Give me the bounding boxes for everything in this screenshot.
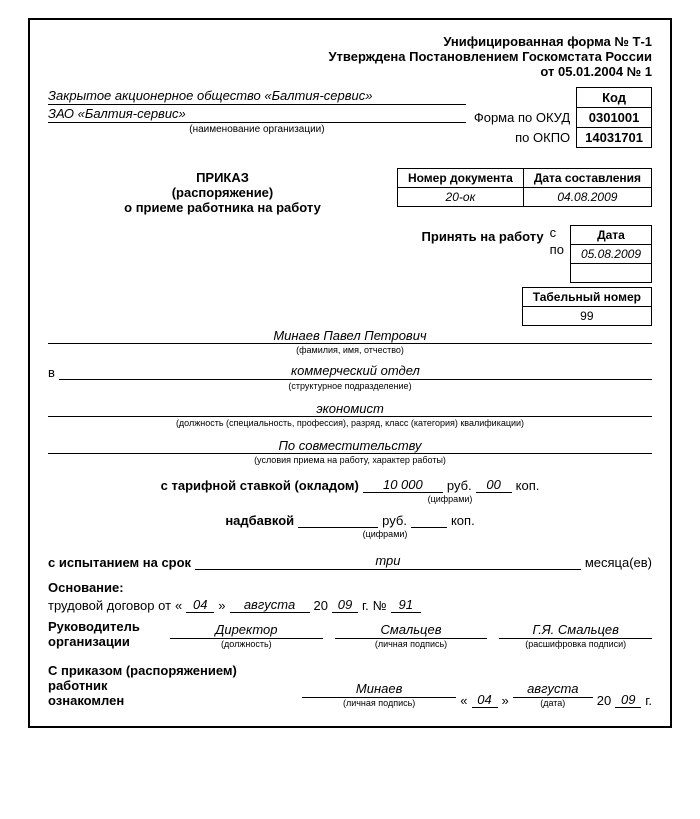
basis-month: августа <box>230 597 310 613</box>
conditions-cap: (условия приема на работу, характер рабо… <box>48 455 652 465</box>
kop2: коп. <box>451 513 475 528</box>
header-line2: Утверждена Постановлением Госкомстата Ро… <box>48 49 652 64</box>
addon-kop <box>411 512 447 528</box>
q1: « <box>175 598 182 613</box>
ack-month: августа <box>513 681 593 698</box>
ack-day: 04 <box>472 692 498 708</box>
doc-sub2: о приеме работника на работу <box>48 200 397 215</box>
header-line3: от 05.01.2004 № 1 <box>48 64 652 79</box>
basis-g: г. <box>362 598 369 613</box>
basis-yy: 09 <box>332 597 358 613</box>
header-line1: Унифицированная форма № Т-1 <box>48 34 652 49</box>
okpo-label: по ОКПО <box>466 128 577 148</box>
ack-label2: ознакомлен <box>48 693 298 708</box>
rub2: руб. <box>382 513 407 528</box>
contract-prefix: трудовой договор от <box>48 598 171 613</box>
basis-numlabel: № <box>373 598 387 613</box>
tabno-label: Табельный номер <box>522 288 651 307</box>
ack-sign-cap: (личная подпись) <box>302 698 456 708</box>
trial-label: с испытанием на срок <box>48 555 191 570</box>
doc-num: 20-ок <box>397 188 523 207</box>
addon-cif-cap: (цифрами) <box>345 529 425 539</box>
addon-value <box>298 512 378 528</box>
rate-value: 10 000 <box>363 477 443 493</box>
tabno-table: Табельный номер 99 <box>522 287 652 326</box>
org-block: Закрытое акционерное общество «Балтия-се… <box>48 87 466 135</box>
trial-value: три <box>195 553 581 570</box>
ack-yprefix: 20 <box>597 693 611 708</box>
q2: » <box>218 598 225 613</box>
head-sign-cap: (личная подпись) <box>335 639 488 649</box>
accept-po: по <box>550 242 564 257</box>
doc-title: ПРИКАЗ <box>48 170 397 185</box>
doc-date-label: Дата составления <box>523 169 651 188</box>
basis-num: 91 <box>391 597 421 613</box>
ack-yy: 09 <box>615 692 641 708</box>
head-pos-cap: (должность) <box>170 639 323 649</box>
head-sign: Смальцев <box>335 622 488 639</box>
head-sig-row: Руководитель организации Директор (должн… <box>48 619 652 649</box>
position-cap: (должность (специальность, профессия), р… <box>48 418 652 428</box>
document-frame: Унифицированная форма № Т-1 Утверждена П… <box>28 18 672 728</box>
ack-label1: С приказом (распоряжением) работник <box>48 663 298 693</box>
head-decode: Г.Я. Смальцев <box>499 622 652 639</box>
doc-info-table: Номер документа Дата составления 20-ок 0… <box>397 168 652 207</box>
dept-value: коммерческий отдел <box>59 363 652 380</box>
org-short: ЗАО «Балтия-сервис» <box>48 105 466 123</box>
head-label1: Руководитель <box>48 619 158 634</box>
doc-sub1: (распоряжение) <box>48 185 397 200</box>
accept-date-table: Дата 05.08.2009 <box>570 225 652 283</box>
accept-date-head: Дата <box>570 226 651 245</box>
accept-label: Принять на работу <box>422 225 544 244</box>
trial-unit: месяца(ев) <box>585 555 652 570</box>
basis-label: Основание: <box>48 580 652 595</box>
ack-date-cap: (дата) <box>513 698 593 708</box>
accept-to <box>570 264 651 283</box>
ack-q2: » <box>502 693 509 708</box>
v-label: в <box>48 365 55 380</box>
position-value: экономист <box>48 401 652 417</box>
rate-label: с тарифной ставкой (окладом) <box>161 478 359 493</box>
fio-cap: (фамилия, имя, отчество) <box>48 345 652 355</box>
okud-value: 0301001 <box>577 108 652 128</box>
org-caption: (наименование организации) <box>48 124 466 135</box>
head-position: Директор <box>170 622 323 639</box>
ack-sign: Минаев <box>302 681 456 698</box>
head-label2: организации <box>48 634 158 649</box>
code-table: Код Форма по ОКУД 0301001 по ОКПО 140317… <box>466 87 652 148</box>
accept-row: Принять на работу с по Дата 05.08.2009 <box>48 225 652 283</box>
rate-cif-cap: (цифрами) <box>410 494 490 504</box>
tabno-val: 99 <box>522 307 651 326</box>
fio-line: Минаев Павел Петрович <box>48 328 652 344</box>
ack-q1: « <box>460 693 467 708</box>
basis-day: 04 <box>186 597 214 613</box>
org-full: Закрытое акционерное общество «Балтия-се… <box>48 87 466 105</box>
addon-label: надбавкой <box>225 513 294 528</box>
doc-num-label: Номер документа <box>397 169 523 188</box>
kod-header: Код <box>577 88 652 108</box>
rate-kop: 00 <box>476 477 512 493</box>
okud-label: Форма по ОКУД <box>466 108 577 128</box>
top-area: Закрытое акционерное общество «Балтия-се… <box>48 87 652 148</box>
doc-date: 04.08.2009 <box>523 188 651 207</box>
conditions-value: По совместительству <box>48 438 652 454</box>
form-header: Унифицированная форма № Т-1 Утверждена П… <box>48 34 652 79</box>
accept-from: 05.08.2009 <box>570 245 651 264</box>
basis-yprefix: 20 <box>314 598 328 613</box>
accept-s: с <box>550 225 557 240</box>
kop1: коп. <box>516 478 540 493</box>
dept-cap: (структурное подразделение) <box>48 381 652 391</box>
ack-g: г. <box>645 693 652 708</box>
head-decode-cap: (расшифровка подписи) <box>499 639 652 649</box>
rub1: руб. <box>447 478 472 493</box>
okpo-value: 14031701 <box>577 128 652 148</box>
